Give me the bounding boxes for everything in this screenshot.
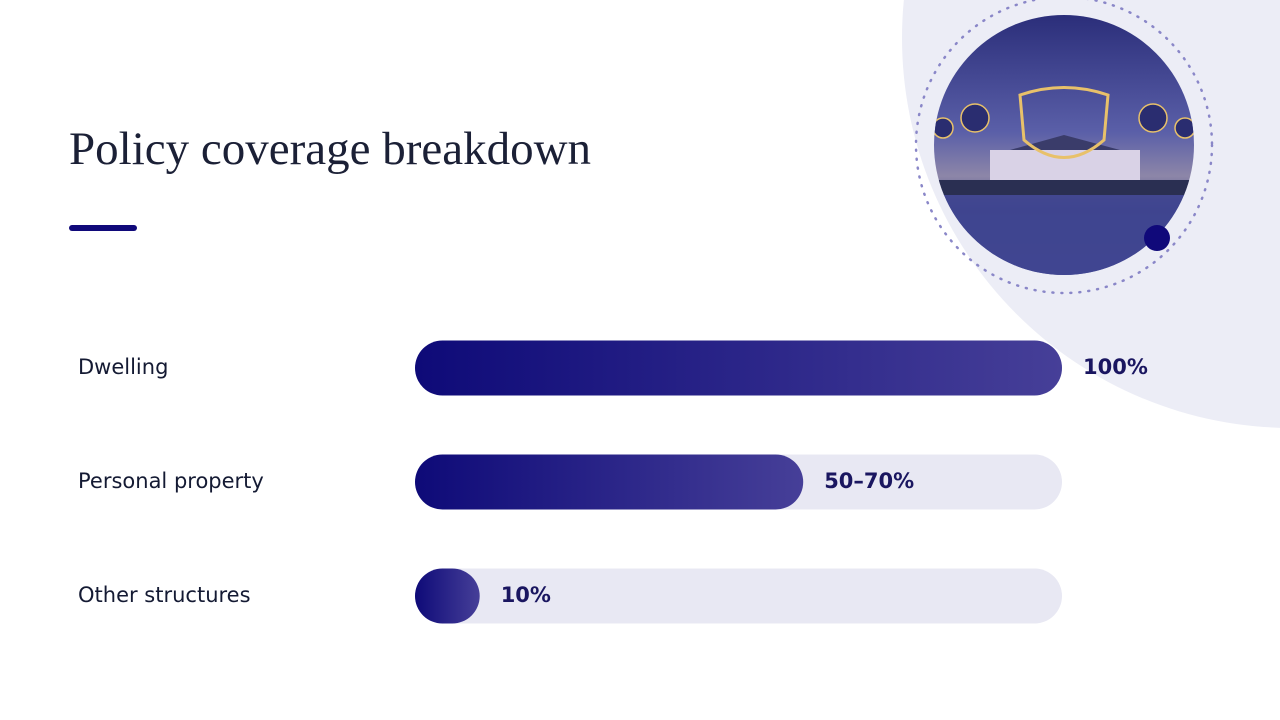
dotted-ring [914, 0, 1214, 295]
bars: Dwelling 100% Personal property 50–70% Other… [78, 340, 1148, 624]
accent-dot [1144, 225, 1170, 251]
value-label: 10% [501, 583, 551, 607]
bar [415, 568, 480, 624]
bar-track [415, 568, 1062, 624]
chart-title: Policy coverage breakdown [69, 123, 591, 175]
value-label: 100% [1083, 355, 1148, 379]
value-label: 50–70% [824, 469, 914, 493]
category-label: Other structures [78, 583, 251, 607]
bar [415, 340, 1062, 396]
category-label: Personal property [78, 469, 264, 493]
title-underline [69, 225, 137, 231]
category-label: Dwelling [78, 355, 168, 379]
bar [415, 454, 804, 510]
